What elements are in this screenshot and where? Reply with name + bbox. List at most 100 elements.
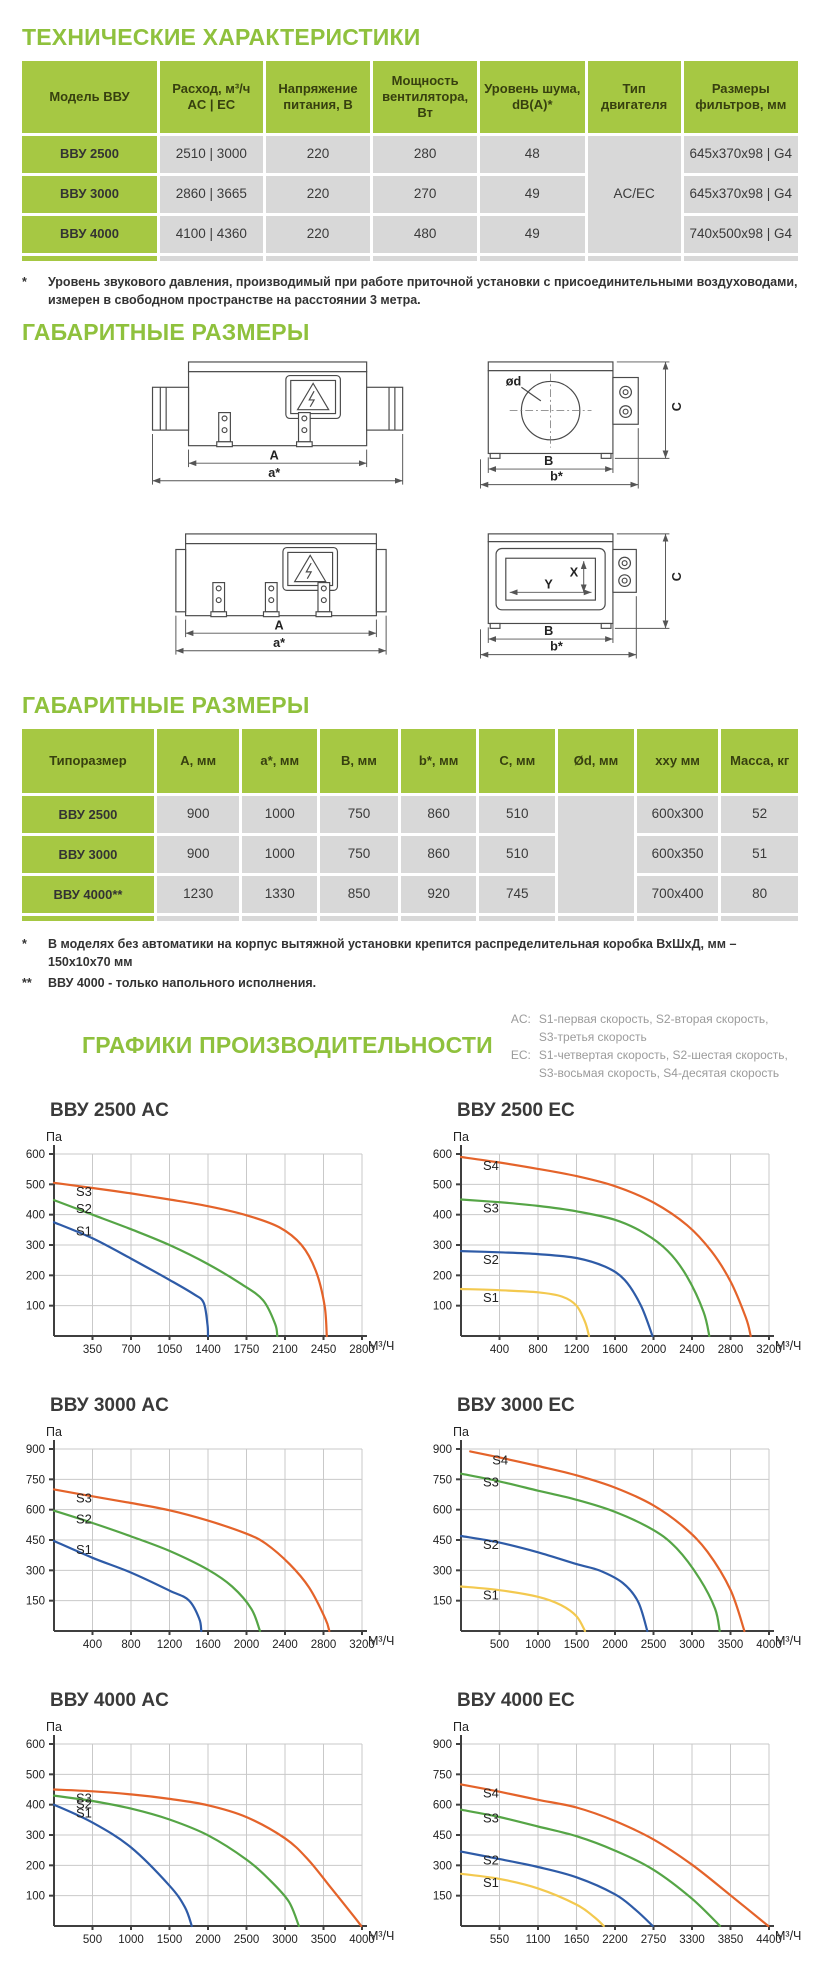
- x-tick-label: 500: [83, 1934, 102, 1946]
- x-tick-label: 400: [490, 1344, 509, 1356]
- dim-label-A: A: [274, 619, 283, 633]
- spec-header-power: Мощность вентилятора, Вт: [373, 61, 477, 133]
- dim-value: 1000: [242, 836, 318, 874]
- x-tick-label: 3300: [679, 1934, 705, 1946]
- section-title-dimensions-drawings: ГАБАРИТНЫЕ РАЗМЕРЫ: [22, 319, 310, 346]
- x-axis-label: М³/Ч: [368, 1339, 394, 1353]
- y-tick-label: 600: [26, 1739, 45, 1751]
- y-tick-label: 750: [26, 1474, 45, 1486]
- y-tick-label: 750: [433, 1474, 452, 1486]
- x-axis-label: М³/Ч: [775, 1339, 801, 1353]
- series-label-S4: S4: [483, 1158, 499, 1173]
- chart-title: ВВУ 2500 EC: [457, 1099, 575, 1121]
- series-S3: [52, 1487, 331, 1632]
- series-label-S2: S2: [76, 1201, 92, 1216]
- drawing-row-1: A a* ød B: [135, 356, 685, 512]
- y-tick-label: 100: [26, 1300, 45, 1312]
- y-tick-label: 450: [433, 1830, 452, 1842]
- x-tick-label: 2000: [234, 1639, 260, 1651]
- dim-value: 600х350: [636, 836, 719, 874]
- dim-label-X: X: [570, 566, 579, 580]
- mounting-bracket: [295, 412, 313, 448]
- spec-flow-3000: 2860 | 3665: [159, 176, 263, 213]
- spec-filters-2500: 645х370х98 | G4: [683, 136, 798, 173]
- y-tick-label: 300: [433, 1565, 452, 1577]
- x-axis-label: М³/Ч: [368, 1634, 394, 1648]
- x-tick-label: 550: [490, 1934, 509, 1946]
- spec-power-4000: 480: [373, 216, 477, 253]
- spec-model-2500: ВВУ 2500: [22, 136, 157, 173]
- x-tick-label: 3850: [718, 1934, 744, 1946]
- table-edge: [22, 256, 157, 261]
- table-edge: [636, 916, 719, 922]
- spec-voltage-2500: 220: [265, 136, 371, 173]
- y-tick-label: 300: [433, 1860, 452, 1872]
- x-tick-label: 2200: [602, 1934, 628, 1946]
- dim-value: 1000: [242, 796, 318, 834]
- y-tick-label: 500: [26, 1769, 45, 1781]
- dim-header-d: Ød, мм: [558, 729, 634, 794]
- y-tick-label: 400: [26, 1209, 45, 1221]
- x-tick-label: 800: [121, 1639, 140, 1651]
- dim-label-d: ød: [506, 375, 521, 389]
- y-tick-label: 100: [433, 1300, 452, 1312]
- y-tick-label: 600: [26, 1504, 45, 1516]
- y-tick-label: 600: [433, 1504, 452, 1516]
- chart-plot: 150 300 450 600 750 900 400 800 1200 1600 2000 2400…: [26, 1425, 395, 1651]
- table-edge: [587, 256, 681, 261]
- lightning-icon: [308, 391, 316, 408]
- drawing-end-view-round: ød B b* C: [479, 361, 684, 489]
- dim-model-3000: ВВУ 3000: [22, 836, 154, 874]
- y-tick-label: 400: [26, 1799, 45, 1811]
- y-tick-label: 600: [433, 1149, 452, 1161]
- series-label-S1: S1: [76, 1223, 92, 1238]
- dim-value: 600х300: [636, 796, 719, 834]
- series-label-S3: S3: [76, 1790, 92, 1805]
- y-tick-label: 150: [26, 1595, 45, 1607]
- x-axis-label: М³/Ч: [775, 1929, 801, 1943]
- series-S3: [52, 1788, 363, 1927]
- dim-value: 510: [479, 836, 556, 874]
- spec-power-3000: 270: [373, 176, 477, 213]
- dim-value: 80: [721, 876, 798, 914]
- y-axis-label: Па: [46, 1425, 62, 1439]
- table-edge: [159, 256, 263, 261]
- chart-title: ВВУ 3000 EC: [457, 1394, 575, 1416]
- x-tick-label: 2000: [641, 1344, 667, 1356]
- x-tick-label: 1100: [526, 1934, 551, 1946]
- spec-model-3000: ВВУ 3000: [22, 176, 157, 213]
- x-tick-label: 1200: [157, 1639, 183, 1651]
- x-tick-label: 2800: [349, 1344, 375, 1356]
- spec-header-noise: Уровень шума, dB(A)*: [479, 61, 585, 133]
- dim-value: 51: [721, 836, 798, 874]
- dim-value: 52: [721, 796, 798, 834]
- drawing-row-2: A a* Y X: [135, 526, 685, 682]
- legend-ac: AC: S1-первая скорость, S2-вторая скорос…: [510, 1011, 769, 1044]
- dim-header-xxy: хху мм: [636, 729, 719, 794]
- dim-label-B: B: [544, 624, 553, 638]
- x-tick-label: 1650: [564, 1934, 590, 1946]
- series-S4: [459, 1155, 752, 1337]
- y-tick-label: 750: [433, 1769, 452, 1781]
- series-label-S4: S4: [483, 1785, 499, 1800]
- series-S1: [459, 1287, 591, 1337]
- series-label-S3: S3: [483, 1474, 499, 1489]
- dim-label-b-star: b*: [550, 470, 563, 484]
- series-S2: [52, 1198, 279, 1337]
- lightning-icon: [305, 563, 313, 580]
- dim-value: 745: [479, 876, 556, 914]
- table-edge: [683, 256, 798, 261]
- spec-power-2500: 280: [373, 136, 477, 173]
- x-tick-label: 3500: [311, 1934, 337, 1946]
- x-tick-label: 2400: [679, 1344, 705, 1356]
- spec-noise-4000: 49: [479, 216, 585, 253]
- y-tick-label: 150: [433, 1595, 452, 1607]
- x-tick-label: 1200: [564, 1344, 590, 1356]
- series-label-S2: S2: [483, 1537, 499, 1552]
- chart-title: ВВУ 4000 AC: [50, 1689, 169, 1711]
- dim-value: 700х400: [636, 876, 719, 914]
- series-S4: [469, 1449, 746, 1632]
- x-tick-label: 1000: [525, 1639, 551, 1651]
- x-tick-label: 1750: [234, 1344, 260, 1356]
- y-tick-label: 300: [26, 1240, 45, 1252]
